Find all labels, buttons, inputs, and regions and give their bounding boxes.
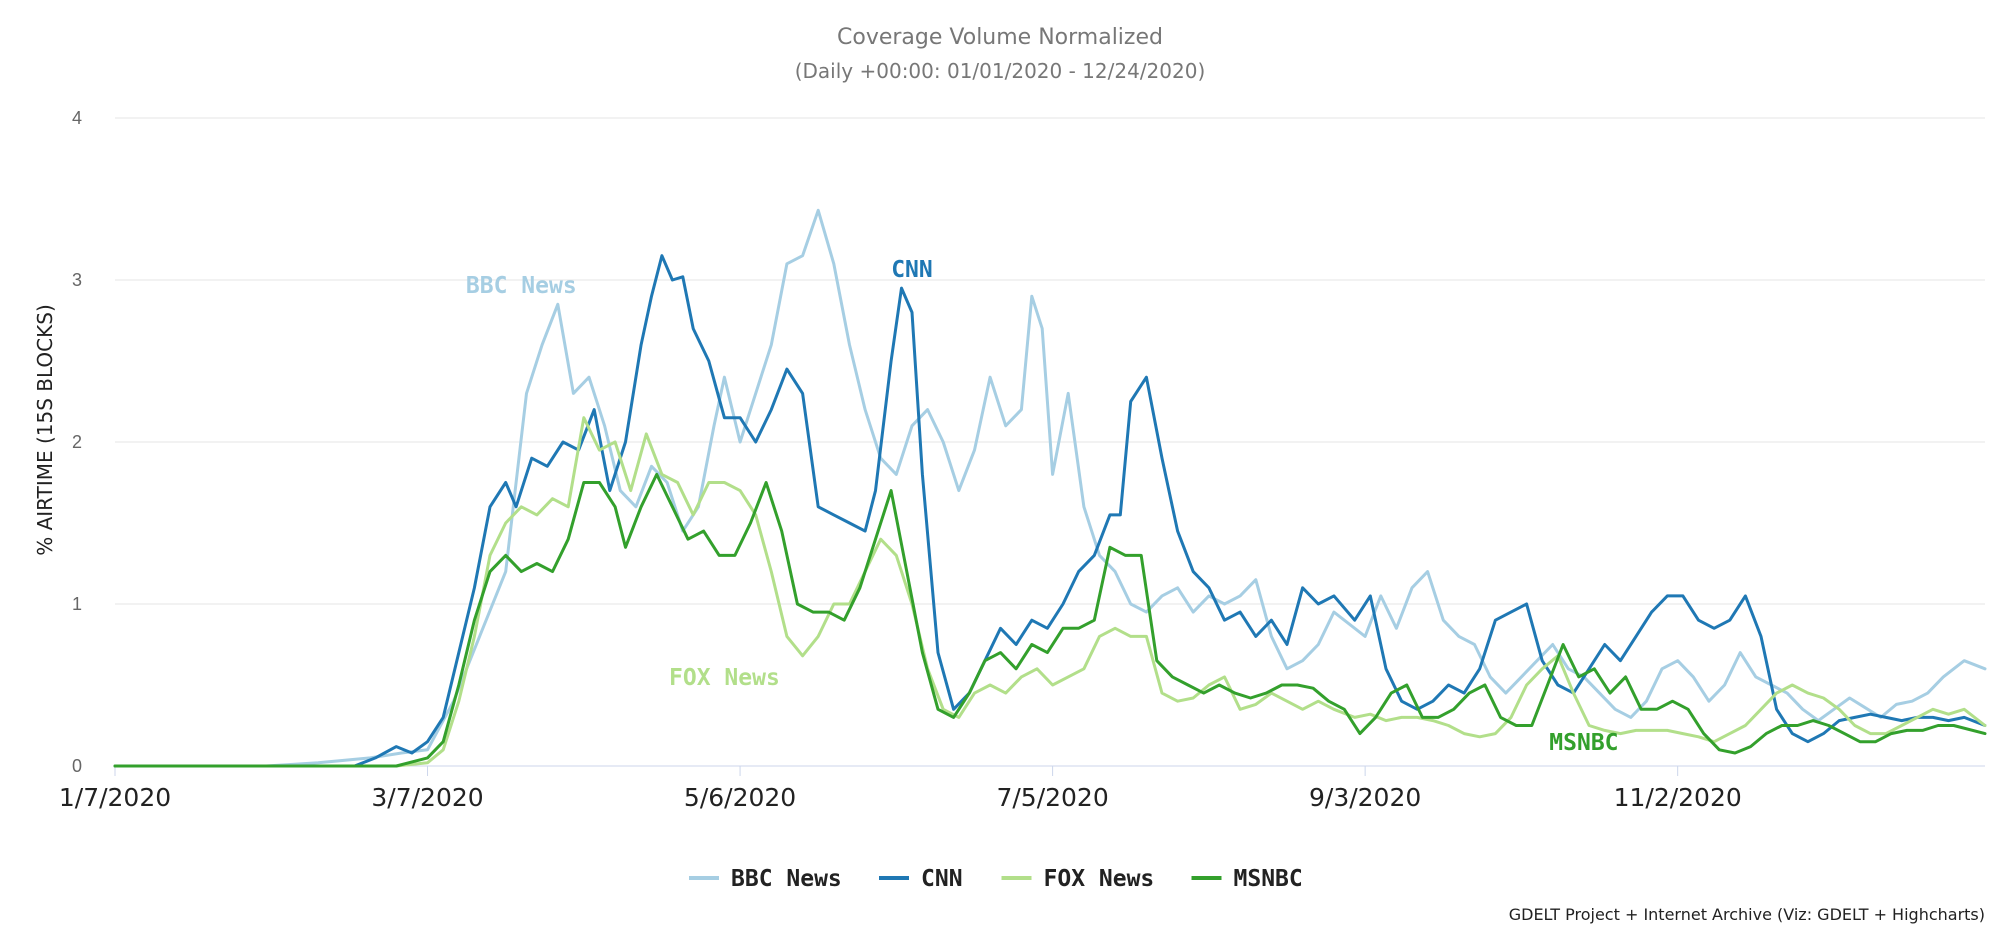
x-tick-label: 5/6/2020 xyxy=(684,783,796,812)
y-tick-label: 3 xyxy=(72,270,82,290)
x-tick-label: 1/7/2020 xyxy=(59,783,171,812)
chart-subtitle: (Daily +00:00: 01/01/2020 - 12/24/2020) xyxy=(795,59,1206,83)
series-line-cnn[interactable] xyxy=(113,254,1987,768)
legend-label: MSNBC xyxy=(1234,866,1303,892)
series-line-bbc-news[interactable] xyxy=(113,208,1987,768)
x-tick-label: 11/2/2020 xyxy=(1614,783,1742,812)
series-line-msnbc[interactable] xyxy=(113,472,1987,768)
series-labels: BBC News CNN FOX News MSNBC xyxy=(466,257,1619,756)
y-tick-label: 0 xyxy=(72,756,82,776)
legend-label: BBC News xyxy=(731,866,842,892)
series-label-bbc-news: BBC News xyxy=(466,273,577,299)
legend-label: FOX News xyxy=(1044,866,1155,892)
series-label-cnn: CNN xyxy=(891,257,933,283)
credits[interactable]: GDELT Project + Internet Archive (Viz: G… xyxy=(1509,905,1985,924)
plot-area xyxy=(113,208,1987,768)
y-tick-label: 4 xyxy=(72,108,82,128)
legend-item-bbc-news[interactable]: BBC News xyxy=(689,866,842,892)
series-label-msnbc: MSNBC xyxy=(1549,730,1618,756)
y-axis-ticks: 0 1 2 3 4 xyxy=(72,108,82,776)
gridlines xyxy=(115,117,1985,605)
y-tick-label: 1 xyxy=(72,594,82,614)
series-line-fox-news[interactable] xyxy=(113,416,1987,768)
legend-item-fox-news[interactable]: FOX News xyxy=(1001,866,1155,892)
series-label-fox-news: FOX News xyxy=(669,665,780,691)
x-axis: 1/7/2020 3/7/2020 5/6/2020 7/5/2020 9/3/2020… xyxy=(59,765,1985,812)
x-tick-label: 3/7/2020 xyxy=(371,783,483,812)
legend-item-msnbc[interactable]: MSNBC xyxy=(1191,866,1303,892)
y-tick-label: 2 xyxy=(72,432,82,452)
x-tick-label: 7/5/2020 xyxy=(996,783,1108,812)
legend-item-cnn[interactable]: CNN xyxy=(879,866,963,892)
chart-title: Coverage Volume Normalized xyxy=(837,25,1163,50)
legend[interactable]: BBC News CNN FOX News MSNBC xyxy=(689,866,1303,892)
y-axis-title: % AIRTIME (15S BLOCKS) xyxy=(33,304,57,556)
x-tick-label: 9/3/2020 xyxy=(1309,783,1421,812)
legend-label: CNN xyxy=(921,866,963,892)
